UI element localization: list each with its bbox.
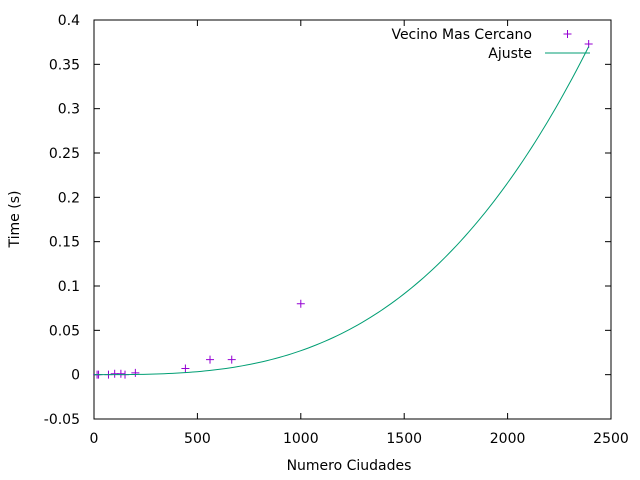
x-axis-label: Numero Ciudades (287, 458, 412, 474)
data-point (181, 364, 190, 373)
data-point (227, 355, 236, 364)
legend: Vecino Mas Cercano Ajuste (391, 27, 590, 62)
y-axis-label: Time (s) (7, 191, 23, 249)
data-point (116, 369, 125, 378)
y-tick-label: 0.15 (49, 235, 80, 251)
y-tick-label: 0.1 (58, 279, 80, 295)
y-tick-label: 0 (71, 368, 80, 384)
x-tick-label: 2000 (490, 431, 526, 447)
plot-frame (93, 19, 612, 420)
y-tick-label: -0.05 (44, 412, 80, 428)
y-tick-label: 0.2 (58, 190, 80, 206)
x-tick-label: 2500 (593, 431, 629, 447)
x-tick-label: 0 (90, 431, 99, 447)
x-tick-label: 1500 (386, 431, 422, 447)
legend-entry-label: Ajuste (488, 46, 532, 62)
data-point (131, 368, 140, 377)
y-axis: -0.05 0 0.05 0.1 0.15 0.2 0.25 0.3 0.35 0.4 (44, 13, 611, 428)
x-tick-label: 500 (184, 431, 211, 447)
series-layer (93, 39, 593, 379)
y-tick-label: 0.35 (49, 57, 80, 73)
x-axis: 0 500 1000 1500 2000 2500 (90, 20, 629, 447)
y-tick-label: 0.3 (58, 102, 80, 118)
fit-curve (94, 46, 590, 376)
y-tick-label: 0.05 (49, 323, 80, 339)
data-point (296, 299, 305, 308)
data-point (206, 355, 215, 364)
legend-entry-label: Vecino Mas Cercano (391, 27, 532, 43)
y-tick-label: 0.25 (49, 146, 80, 162)
x-tick-label: 1000 (283, 431, 319, 447)
legend-marker-sample (563, 30, 572, 38)
y-tick-label: 0.4 (58, 13, 80, 29)
plot-border (93, 19, 612, 420)
